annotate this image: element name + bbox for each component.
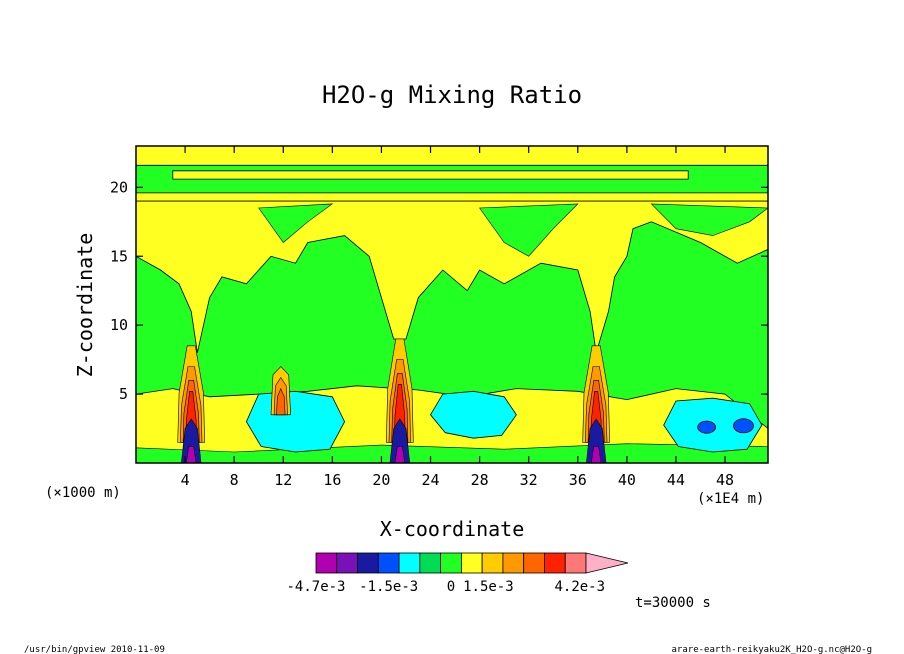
dry-region-1: [245, 390, 346, 453]
x-tick-label-20: 20: [372, 471, 390, 489]
colorbar-label-1: -4.7e-3: [286, 579, 345, 595]
green-intrusion-2: [479, 203, 579, 257]
x-tick-label-48: 48: [716, 471, 734, 489]
colorbar-box-7: [440, 552, 462, 574]
plot-frame: [135, 145, 769, 464]
colorbar-label-4: 1.5e-3: [463, 579, 514, 595]
plume-secondary: [270, 366, 291, 416]
y-tick-label-10: 10: [110, 316, 128, 334]
x-tick-label-40: 40: [618, 471, 636, 489]
colorbar-arrow: [585, 552, 629, 574]
plume-core-2: [394, 446, 406, 463]
colorbar-box-2: [336, 552, 358, 574]
dry-core-2: [733, 418, 754, 434]
y-axis-label: Z-coordinate: [73, 233, 97, 378]
colorbar-label-5: 4.2e-3: [554, 579, 605, 595]
chart-title: H2O-g Mixing Ratio: [322, 81, 582, 109]
upper-yellow-stripe: [172, 170, 689, 180]
x-tick-label-12: 12: [274, 471, 292, 489]
colorbar-box-6: [419, 552, 442, 574]
x-unit-left: (×1000 m): [45, 485, 121, 501]
plume-downdraft-3: [586, 418, 607, 463]
colorbar-box-3: [357, 552, 379, 574]
colorbar-box-9: [481, 552, 504, 574]
x-tick-label-8: 8: [230, 471, 239, 489]
x-tick-label-32: 32: [520, 471, 538, 489]
x-axis: 4 8 12 16 20 24 28 32 36 40 44 48: [181, 146, 734, 489]
y-tick-label-15: 15: [110, 247, 128, 265]
plume-core-1: [186, 446, 197, 463]
surface-green-layer: [136, 443, 768, 463]
plume-1: [177, 345, 206, 463]
x-tick-label-16: 16: [323, 471, 341, 489]
dry-core-1: [697, 420, 717, 434]
colorbar-label-2: -1.5e-3: [359, 579, 418, 595]
colorbar-box-12: [544, 552, 566, 574]
green-intrusion-3: [650, 203, 768, 236]
dry-region-2: [430, 390, 517, 439]
x-tick-label-44: 44: [667, 471, 685, 489]
footer-left: /usr/bin/gpview 2010-11-09: [24, 645, 165, 654]
upper-yellow-region: [136, 200, 768, 353]
contour-field: [136, 146, 768, 463]
colorbar-box-8: [460, 552, 483, 574]
green-intrusion-1: [258, 203, 334, 243]
plume-downdraft-1: [181, 418, 202, 463]
plume-core-3: [591, 446, 602, 463]
plume-3: [582, 345, 611, 463]
x-tick-label-4: 4: [181, 471, 190, 489]
colorbar-box-13: [564, 552, 587, 574]
colorbar-box-1: [315, 552, 338, 574]
footer-right: arare-earth-reikyaku2K_H2O-g.nc@H2O-g: [672, 645, 872, 654]
x-tick-label-24: 24: [421, 471, 439, 489]
time-label: t=30000 s: [635, 595, 711, 611]
y-axis: 5 10 15 20: [110, 178, 768, 403]
colorbar-box-11: [523, 552, 545, 574]
upper-yellow-band: [136, 146, 768, 166]
colorbar-label-3: 0: [447, 579, 455, 595]
colorbar: -4.7e-3 -1.5e-3 0 1.5e-3 4.2e-3: [286, 552, 629, 595]
plume-2: [385, 338, 414, 463]
x-tick-label-28: 28: [471, 471, 489, 489]
colorbar-box-5: [398, 552, 421, 574]
colorbar-box-4: [377, 552, 400, 574]
x-unit-right: (×1E4 m): [697, 491, 764, 507]
colorbar-box-10: [502, 552, 525, 574]
x-tick-label-36: 36: [569, 471, 587, 489]
plume-downdraft-2: [389, 418, 411, 463]
x-axis-label: X-coordinate: [380, 517, 525, 541]
mid-yellow-stripe: [136, 192, 768, 202]
y-tick-label-5: 5: [119, 385, 128, 403]
plume-secondary-contour-3: [276, 387, 286, 416]
y-tick-label-20: 20: [110, 178, 128, 196]
